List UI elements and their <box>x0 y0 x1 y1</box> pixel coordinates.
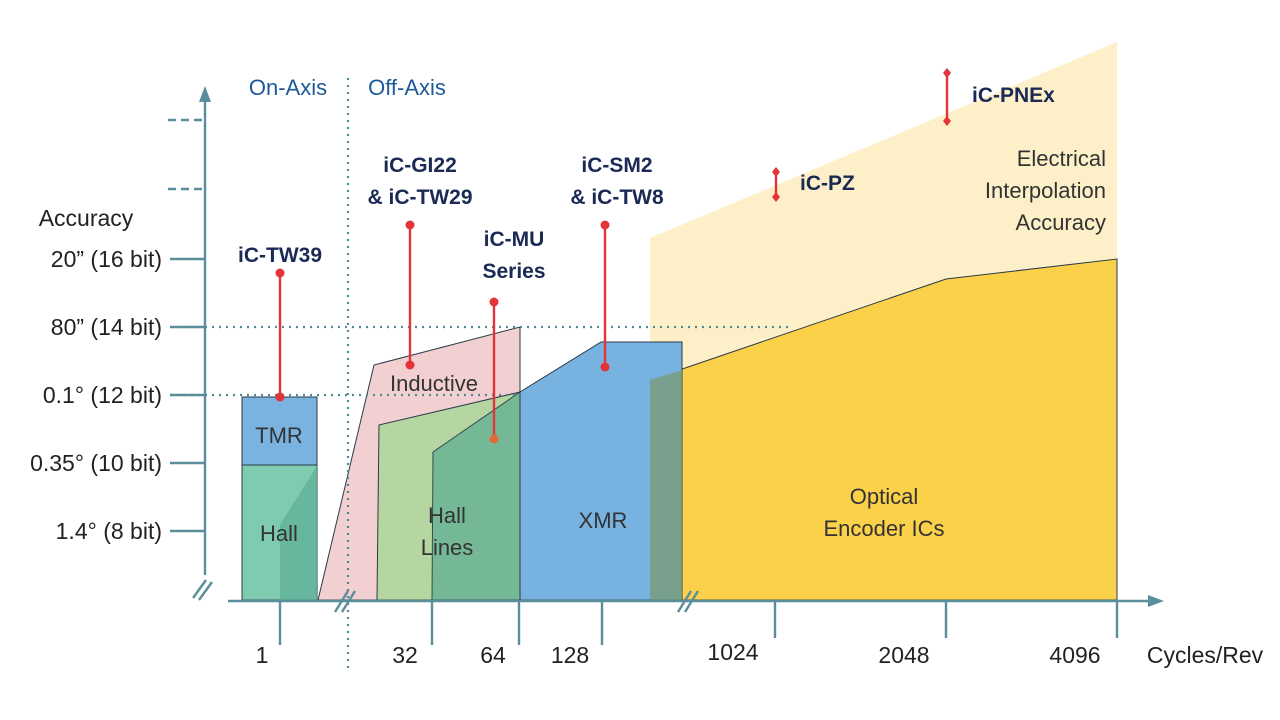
optical-label-1: Optical <box>850 484 918 509</box>
tw39-marker-bottom <box>275 392 285 402</box>
y-tick-label-16bit: 20” (16 bit) <box>51 246 162 272</box>
y-axis-break-2 <box>198 581 213 601</box>
x-tick-label-1024: 1024 <box>707 639 758 665</box>
y-tick-label-10bit: 0.35° (10 bit) <box>30 450 162 476</box>
x-tick-label-1: 1 <box>256 642 269 668</box>
product-sm2-line2: & iC-TW8 <box>570 186 664 209</box>
tw39-marker-top <box>275 268 285 278</box>
hall-lines-label-1: Hall <box>428 503 466 528</box>
mu-marker-top <box>489 297 499 307</box>
pz-marker-top <box>772 167 780 177</box>
interpolation-label-2: Interpolation <box>985 178 1106 203</box>
gi22-marker-bottom <box>405 360 415 370</box>
x-axis-break-1a <box>333 590 350 613</box>
mu-marker-bottom <box>489 434 499 444</box>
x-axis-title: Cycles/Rev <box>1147 642 1264 668</box>
y-axis-arrow <box>199 86 211 102</box>
y-tick-label-14bit: 80” (14 bit) <box>51 314 162 340</box>
sm2-marker-bottom <box>600 362 610 372</box>
x-axis-break-2b <box>683 590 700 613</box>
product-sm2-line1: iC-SM2 <box>581 154 652 177</box>
off-axis-title: Off-Axis <box>368 75 446 100</box>
x-axis-break-2a <box>676 590 693 613</box>
sm2-marker-top <box>600 220 610 230</box>
x-tick-label-2048: 2048 <box>878 642 929 668</box>
tmr-label: TMR <box>255 423 303 448</box>
pz-marker-bottom <box>772 192 780 202</box>
product-tw39: iC-TW39 <box>238 244 322 267</box>
x-axis-break-1b <box>340 590 357 613</box>
xmr-label: XMR <box>579 508 628 533</box>
x-tick-label-32: 32 <box>392 642 418 668</box>
optical-label-2: Encoder ICs <box>823 516 944 541</box>
tmr-area <box>241 396 318 466</box>
y-tick-label-12bit: 0.1° (12 bit) <box>43 382 162 408</box>
hall-label: Hall <box>260 521 298 546</box>
pnex-marker-bottom <box>943 116 951 126</box>
product-mu-line1: iC-MU <box>484 228 545 251</box>
interpolation-label-1: Electrical <box>1017 146 1106 171</box>
product-pnex: iC-PNEx <box>972 84 1055 107</box>
xmr-optical-overlap <box>650 370 682 600</box>
interpolation-label-3: Accuracy <box>1016 210 1106 235</box>
y-axis-break-1 <box>192 579 207 599</box>
hall-inductive-overlap <box>280 466 317 600</box>
x-tick-label-64: 64 <box>480 642 506 668</box>
product-gi22-line1: iC-GI22 <box>383 154 457 177</box>
hall-lines-label-2: Lines <box>421 535 474 560</box>
x-tick-label-4096: 4096 <box>1049 642 1100 668</box>
y-tick-label-8bit: 1.4° (8 bit) <box>56 518 162 544</box>
pnex-marker-top <box>943 68 951 78</box>
product-mu-line2: Series <box>482 260 545 283</box>
product-pz: iC-PZ <box>800 172 855 195</box>
y-axis-title: Accuracy <box>39 205 134 231</box>
product-gi22-line2: & iC-TW29 <box>368 186 473 209</box>
gi22-marker-top <box>405 220 415 230</box>
x-axis-arrow <box>1148 595 1164 607</box>
x-tick-label-128: 128 <box>551 642 589 668</box>
inductive-label: Inductive <box>390 371 478 396</box>
on-axis-title: On-Axis <box>249 75 327 100</box>
